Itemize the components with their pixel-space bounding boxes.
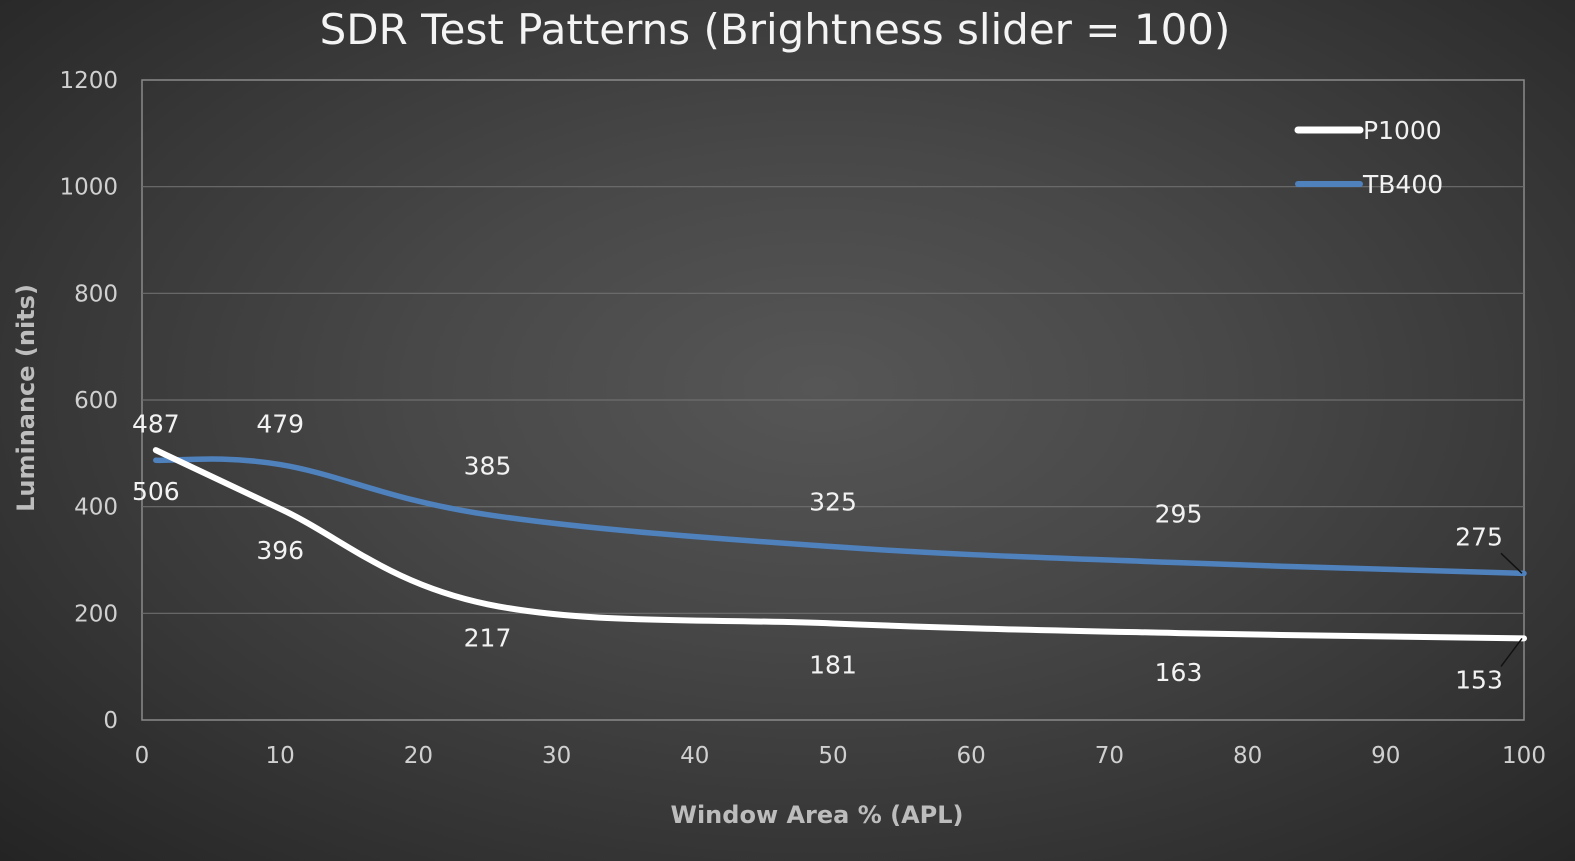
- data-label-p1000: 217: [464, 623, 512, 652]
- y-tick-label: 200: [74, 601, 118, 627]
- y-tick-label: 400: [74, 495, 118, 521]
- y-tick-label: 1200: [59, 68, 118, 94]
- data-label-tb400: 479: [256, 410, 304, 439]
- x-tick-label: 20: [404, 743, 433, 769]
- y-tick-label: 600: [74, 388, 118, 414]
- x-tick-label: 0: [135, 743, 150, 769]
- x-tick-label: 80: [1233, 743, 1262, 769]
- data-label-tb400: 275: [1455, 522, 1503, 551]
- data-label-leader: [1500, 637, 1523, 667]
- data-label-p1000: 163: [1155, 658, 1203, 687]
- data-label-p1000: 181: [809, 650, 857, 679]
- x-tick-label: 40: [680, 743, 709, 769]
- data-label-tb400: 295: [1155, 500, 1203, 529]
- series-line-tb400: [153, 456, 1527, 577]
- data-label-p1000: 153: [1455, 665, 1503, 694]
- legend-label-p1000: P1000: [1363, 116, 1442, 145]
- x-tick-label: 60: [957, 743, 986, 769]
- x-tick-label: 10: [266, 743, 295, 769]
- y-axis-label: Luminance (nits): [12, 284, 40, 512]
- data-label-tb400: 385: [464, 452, 512, 481]
- chart-title: SDR Test Patterns (Brightness slider = 1…: [320, 5, 1231, 54]
- x-tick-label: 100: [1502, 743, 1546, 769]
- data-label-tb400: 487: [132, 409, 180, 438]
- grid-layer: [141, 79, 1525, 721]
- y-tick-label: 1000: [59, 175, 118, 201]
- x-axis-label: Window Area % (APL): [670, 801, 963, 829]
- data-label-tb400: 325: [809, 488, 857, 517]
- x-tick-label: 70: [1095, 743, 1124, 769]
- legend-label-tb400: TB400: [1362, 170, 1443, 199]
- y-tick-label: 0: [103, 708, 118, 734]
- x-tick-label: 50: [818, 743, 847, 769]
- data-label-leader: [1500, 552, 1523, 574]
- x-tick-label: 30: [542, 743, 571, 769]
- data-label-p1000: 506: [132, 477, 180, 506]
- y-tick-label: 800: [74, 281, 118, 307]
- data-label-layer: 487 479 385 325 295 275 506 396 217 181 163 153: [132, 409, 1523, 694]
- x-tick-label: 90: [1371, 743, 1400, 769]
- series-line-p1000: [152, 447, 1527, 642]
- data-label-p1000: 396: [256, 536, 304, 565]
- axis-layer: 0 200 400 600 800 1000 1200 0 10 20 30 40 50 60 70 80 90…: [59, 68, 1546, 769]
- legend: P1000 TB400: [1294, 116, 1443, 199]
- series-layer: [152, 447, 1527, 642]
